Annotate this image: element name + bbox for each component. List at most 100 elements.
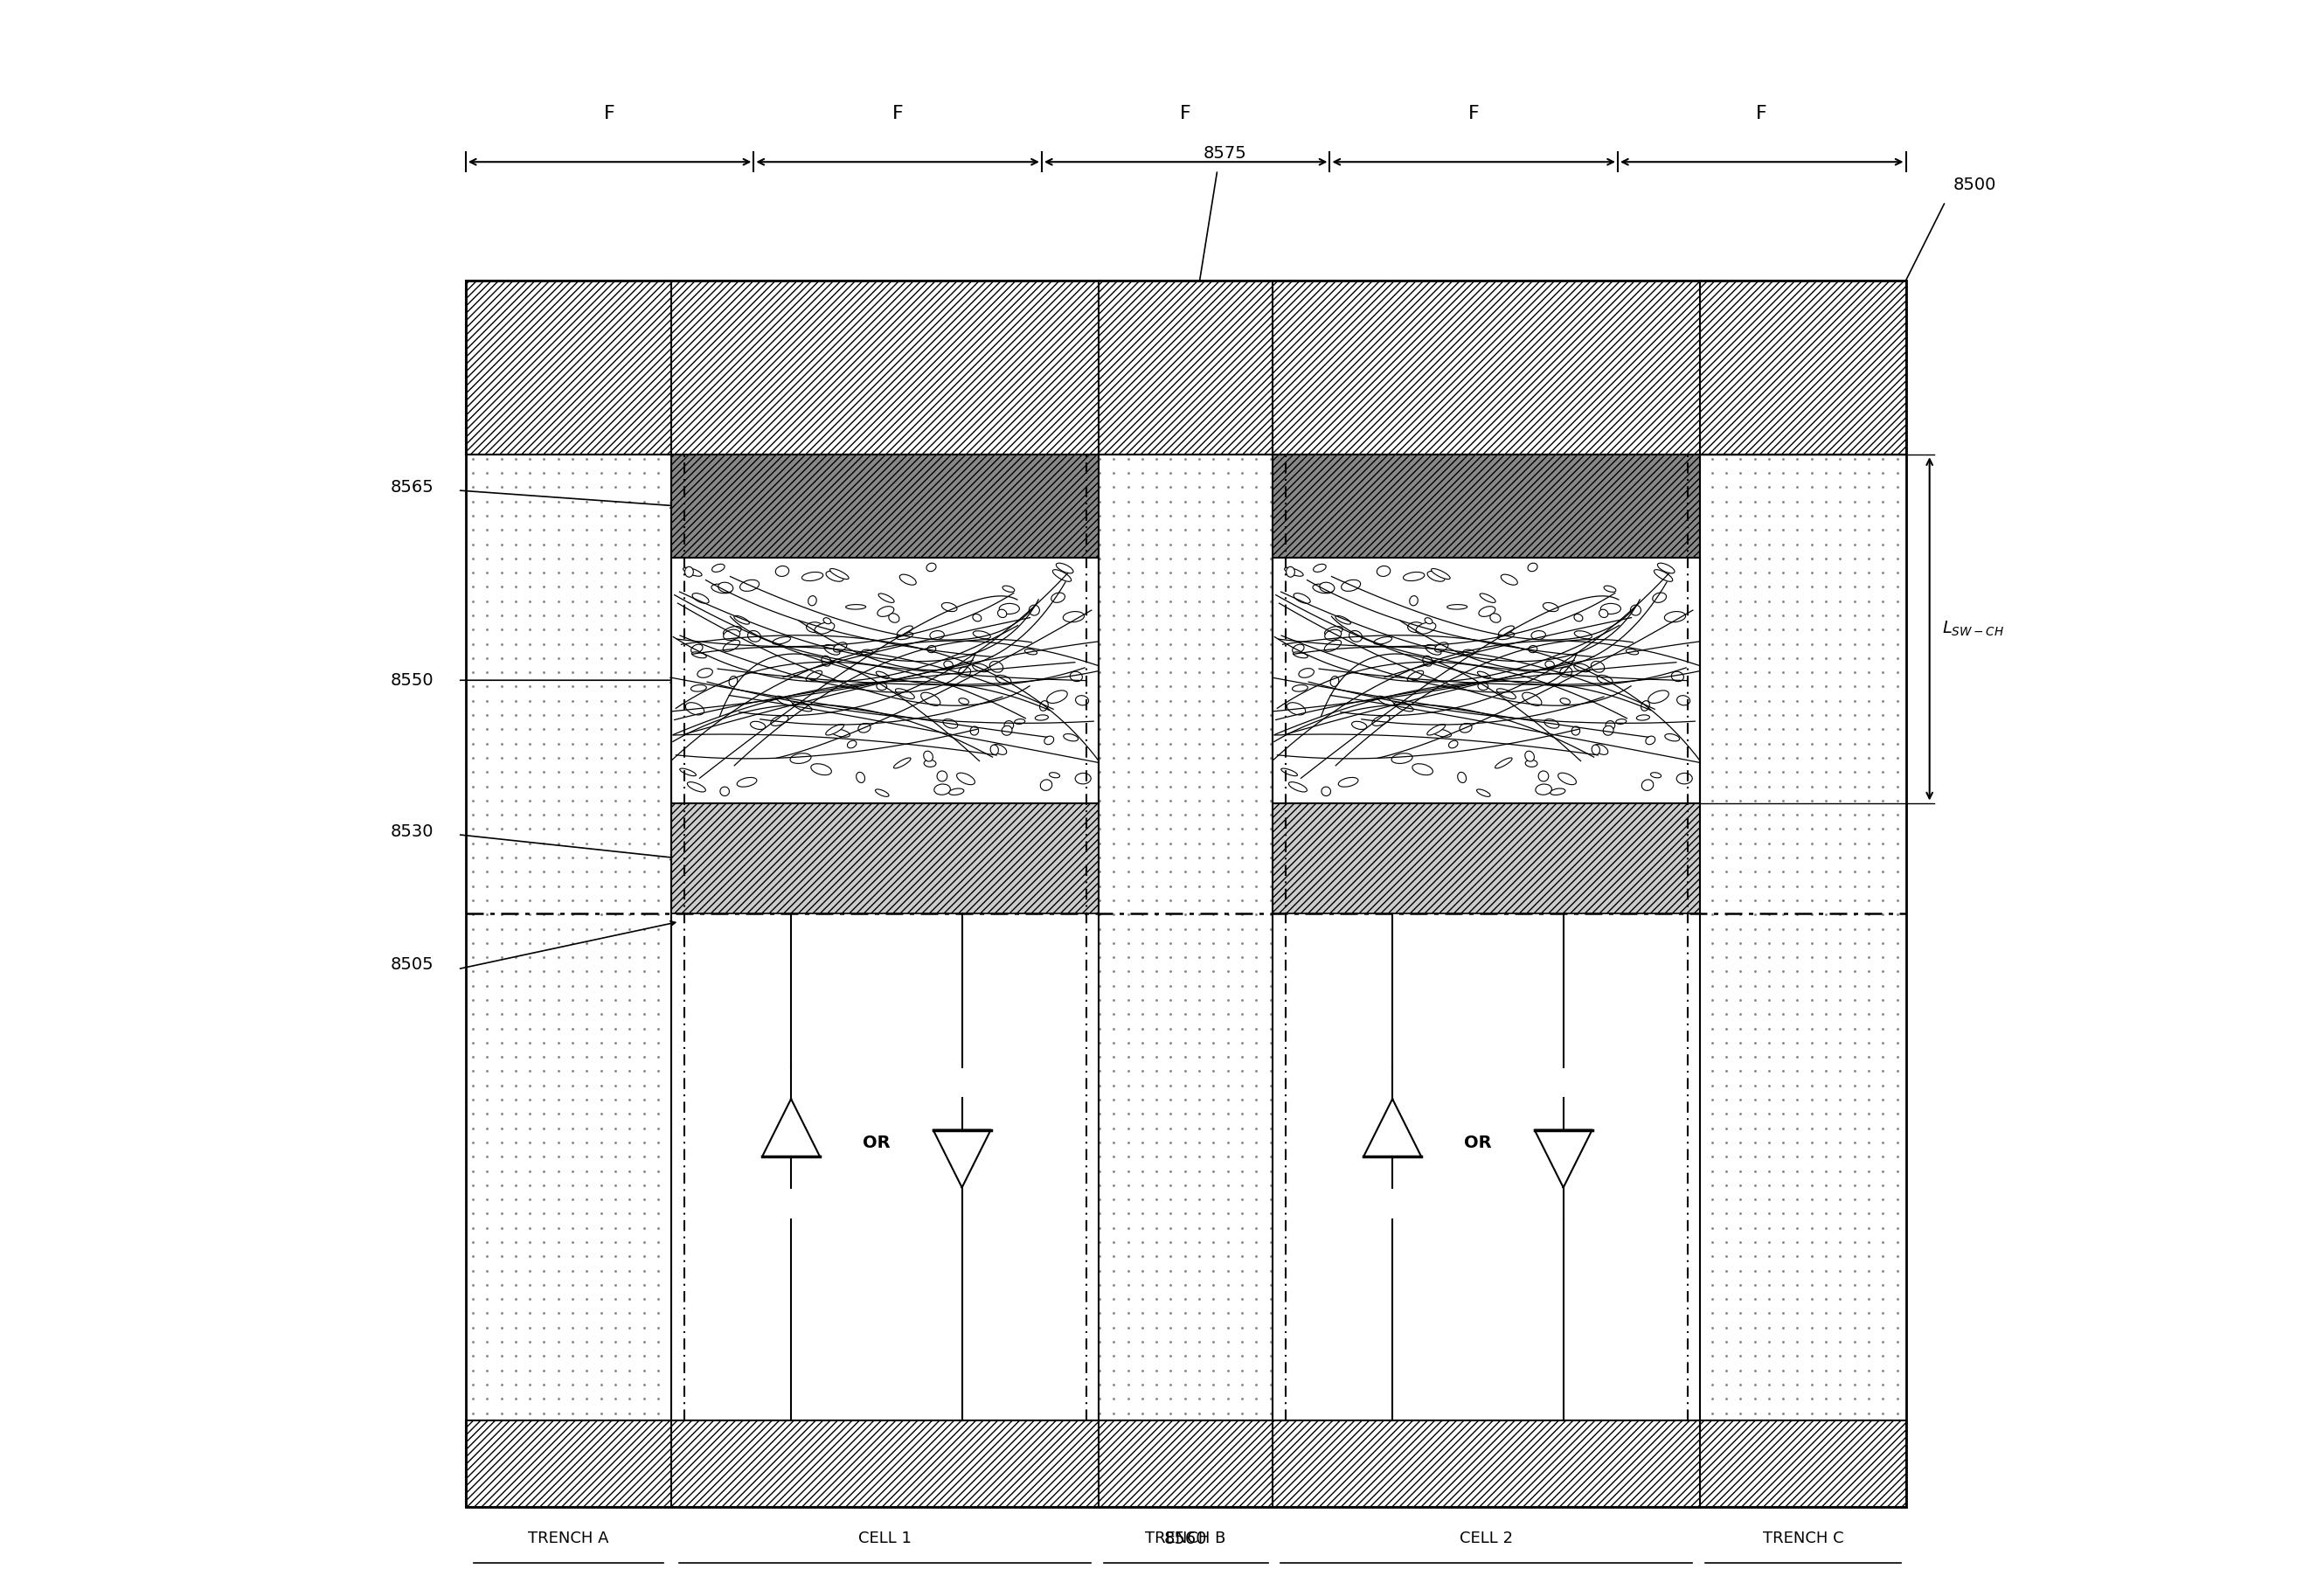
Ellipse shape — [1497, 688, 1515, 700]
Ellipse shape — [944, 661, 953, 668]
Ellipse shape — [1480, 593, 1497, 603]
Ellipse shape — [990, 661, 1004, 673]
Ellipse shape — [1281, 768, 1297, 776]
Ellipse shape — [1536, 784, 1552, 795]
Bar — [1274, 455, 1701, 558]
Ellipse shape — [1597, 676, 1613, 684]
Ellipse shape — [1559, 666, 1571, 677]
Ellipse shape — [1053, 569, 1071, 582]
Ellipse shape — [1557, 773, 1576, 785]
Ellipse shape — [679, 768, 697, 776]
Ellipse shape — [992, 744, 1006, 755]
Ellipse shape — [1459, 723, 1471, 733]
Ellipse shape — [1320, 582, 1334, 593]
Ellipse shape — [686, 703, 704, 716]
Ellipse shape — [1425, 619, 1432, 623]
Ellipse shape — [1043, 736, 1053, 744]
Ellipse shape — [776, 566, 788, 577]
Ellipse shape — [1499, 626, 1513, 636]
Ellipse shape — [1592, 744, 1599, 755]
Ellipse shape — [1671, 671, 1683, 682]
Ellipse shape — [688, 782, 706, 792]
Ellipse shape — [1538, 771, 1548, 781]
Ellipse shape — [1376, 566, 1390, 577]
Bar — [1274, 803, 1701, 914]
Ellipse shape — [858, 723, 872, 733]
Ellipse shape — [711, 584, 732, 593]
Text: 8550: 8550 — [390, 673, 435, 688]
Text: 8505: 8505 — [390, 956, 435, 973]
Text: 8560: 8560 — [1164, 1531, 1208, 1547]
Ellipse shape — [1664, 735, 1680, 741]
Ellipse shape — [1411, 596, 1418, 606]
Ellipse shape — [1408, 622, 1425, 633]
Ellipse shape — [723, 641, 739, 652]
Ellipse shape — [751, 722, 765, 730]
Ellipse shape — [1573, 614, 1583, 622]
Ellipse shape — [878, 606, 895, 617]
Text: CELL 2: CELL 2 — [1459, 1531, 1513, 1547]
Ellipse shape — [1462, 650, 1473, 655]
Ellipse shape — [934, 784, 951, 795]
Text: TRENCH C: TRENCH C — [1762, 1531, 1843, 1547]
Ellipse shape — [1285, 566, 1294, 577]
Bar — [465, 1420, 1906, 1507]
Ellipse shape — [1325, 630, 1341, 641]
Ellipse shape — [876, 682, 888, 690]
Ellipse shape — [1055, 563, 1074, 574]
Ellipse shape — [974, 614, 981, 622]
Ellipse shape — [1427, 571, 1446, 582]
Ellipse shape — [1432, 728, 1452, 738]
Ellipse shape — [1478, 671, 1490, 679]
Ellipse shape — [941, 603, 957, 612]
Ellipse shape — [748, 631, 760, 642]
Text: OR: OR — [1464, 1135, 1492, 1151]
Ellipse shape — [957, 666, 971, 677]
Ellipse shape — [802, 572, 823, 580]
Ellipse shape — [1529, 646, 1536, 652]
Ellipse shape — [1002, 725, 1013, 735]
Ellipse shape — [1425, 644, 1441, 655]
Ellipse shape — [830, 728, 851, 738]
Ellipse shape — [1371, 716, 1390, 725]
Ellipse shape — [974, 631, 990, 639]
Ellipse shape — [1631, 606, 1641, 615]
Ellipse shape — [1543, 603, 1559, 612]
Ellipse shape — [1550, 789, 1566, 795]
Ellipse shape — [718, 582, 732, 593]
Ellipse shape — [1041, 779, 1053, 790]
Ellipse shape — [825, 723, 844, 735]
Ellipse shape — [1604, 725, 1613, 735]
Ellipse shape — [1497, 633, 1515, 639]
Text: $L_{SW-CH}$: $L_{SW-CH}$ — [1943, 620, 2003, 638]
Ellipse shape — [690, 685, 706, 692]
Text: F: F — [604, 105, 616, 122]
Ellipse shape — [1641, 779, 1652, 790]
Bar — [672, 914, 1099, 1420]
Ellipse shape — [1290, 782, 1306, 792]
Ellipse shape — [960, 698, 969, 704]
Ellipse shape — [1501, 574, 1518, 585]
Ellipse shape — [690, 644, 702, 653]
Ellipse shape — [1490, 614, 1501, 623]
Ellipse shape — [825, 571, 844, 582]
Ellipse shape — [1292, 644, 1304, 653]
Ellipse shape — [1527, 563, 1538, 571]
Ellipse shape — [1592, 661, 1604, 673]
Ellipse shape — [1413, 763, 1434, 774]
Ellipse shape — [1650, 773, 1662, 778]
Text: F: F — [892, 105, 904, 122]
Ellipse shape — [813, 622, 834, 634]
Bar — [1274, 558, 1701, 803]
Ellipse shape — [999, 604, 1020, 614]
Ellipse shape — [683, 568, 702, 576]
Ellipse shape — [739, 580, 760, 591]
Ellipse shape — [878, 593, 895, 603]
Ellipse shape — [1664, 612, 1685, 622]
Polygon shape — [934, 1130, 990, 1188]
Ellipse shape — [1050, 593, 1064, 603]
Ellipse shape — [846, 604, 867, 609]
Polygon shape — [1364, 1099, 1422, 1156]
Ellipse shape — [1434, 642, 1448, 652]
Ellipse shape — [1299, 668, 1313, 677]
